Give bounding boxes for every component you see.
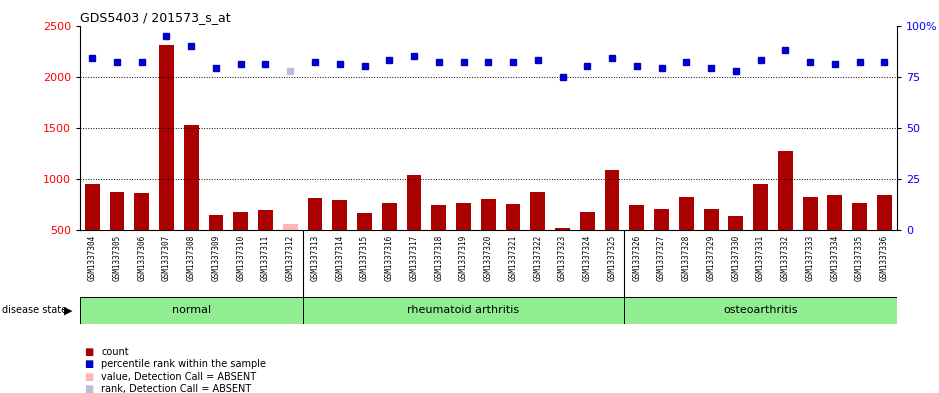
Bar bbox=[258, 211, 273, 230]
Text: GSM1337305: GSM1337305 bbox=[113, 235, 121, 281]
Text: GSM1337312: GSM1337312 bbox=[285, 235, 295, 281]
Text: GSM1337319: GSM1337319 bbox=[459, 235, 468, 281]
Bar bbox=[777, 151, 793, 230]
Bar bbox=[456, 203, 471, 230]
Bar bbox=[382, 203, 396, 230]
Text: disease state: disease state bbox=[2, 305, 67, 316]
Bar bbox=[283, 224, 298, 230]
Bar bbox=[481, 199, 496, 230]
Text: GSM1337336: GSM1337336 bbox=[880, 235, 889, 281]
Text: GSM1337330: GSM1337330 bbox=[731, 235, 740, 281]
Bar bbox=[431, 206, 446, 230]
Text: GSM1337314: GSM1337314 bbox=[335, 235, 345, 281]
Text: GSM1337311: GSM1337311 bbox=[261, 235, 270, 281]
Bar bbox=[729, 216, 744, 230]
Bar bbox=[531, 192, 546, 230]
Text: GSM1337310: GSM1337310 bbox=[237, 235, 245, 281]
Text: GSM1337317: GSM1337317 bbox=[409, 235, 419, 281]
Text: GSM1337318: GSM1337318 bbox=[434, 235, 443, 281]
Text: GSM1337315: GSM1337315 bbox=[360, 235, 369, 281]
Bar bbox=[580, 211, 594, 230]
Bar bbox=[308, 198, 322, 230]
Text: GSM1337304: GSM1337304 bbox=[87, 235, 97, 281]
Text: GSM1337307: GSM1337307 bbox=[162, 235, 171, 281]
Text: GSM1337332: GSM1337332 bbox=[781, 235, 790, 281]
Bar bbox=[654, 209, 669, 230]
Bar bbox=[233, 211, 248, 230]
Text: GDS5403 / 201573_s_at: GDS5403 / 201573_s_at bbox=[80, 11, 230, 24]
Text: GSM1337306: GSM1337306 bbox=[137, 235, 146, 281]
Bar bbox=[407, 175, 422, 230]
Text: GSM1337313: GSM1337313 bbox=[311, 235, 319, 281]
Bar bbox=[679, 197, 694, 230]
Text: rheumatoid arthritis: rheumatoid arthritis bbox=[408, 305, 519, 316]
Text: GSM1337328: GSM1337328 bbox=[682, 235, 691, 281]
Bar bbox=[208, 215, 223, 230]
Text: GSM1337333: GSM1337333 bbox=[806, 235, 815, 281]
Text: GSM1337320: GSM1337320 bbox=[484, 235, 493, 281]
Bar bbox=[134, 193, 149, 230]
Text: ■: ■ bbox=[85, 384, 94, 393]
Bar bbox=[703, 209, 718, 230]
Bar bbox=[110, 192, 124, 230]
Bar bbox=[505, 204, 520, 230]
Text: GSM1337325: GSM1337325 bbox=[608, 235, 617, 281]
Text: GSM1337322: GSM1337322 bbox=[533, 235, 543, 281]
Text: count: count bbox=[101, 347, 129, 357]
Text: ■: ■ bbox=[85, 359, 94, 369]
Bar bbox=[605, 170, 620, 230]
Bar bbox=[803, 197, 818, 230]
Text: GSM1337327: GSM1337327 bbox=[657, 235, 666, 281]
Text: GSM1337309: GSM1337309 bbox=[211, 235, 221, 281]
Text: GSM1337329: GSM1337329 bbox=[706, 235, 716, 281]
Bar bbox=[555, 228, 570, 230]
Bar bbox=[159, 45, 174, 230]
Text: GSM1337326: GSM1337326 bbox=[632, 235, 641, 281]
Bar bbox=[302, 297, 624, 324]
Bar bbox=[184, 125, 199, 230]
Text: GSM1337321: GSM1337321 bbox=[509, 235, 517, 281]
Text: GSM1337324: GSM1337324 bbox=[583, 235, 592, 281]
Bar bbox=[85, 184, 100, 230]
Text: rank, Detection Call = ABSENT: rank, Detection Call = ABSENT bbox=[101, 384, 252, 393]
Bar bbox=[332, 200, 347, 230]
Text: GSM1337334: GSM1337334 bbox=[830, 235, 839, 281]
Text: GSM1337323: GSM1337323 bbox=[558, 235, 567, 281]
Bar bbox=[80, 297, 302, 324]
Bar bbox=[624, 297, 897, 324]
Text: osteoarthritis: osteoarthritis bbox=[723, 305, 798, 316]
Text: ▶: ▶ bbox=[64, 305, 73, 316]
Bar bbox=[877, 195, 892, 230]
Text: GSM1337316: GSM1337316 bbox=[385, 235, 393, 281]
Bar bbox=[629, 206, 644, 230]
Text: GSM1337335: GSM1337335 bbox=[855, 235, 864, 281]
Text: percentile rank within the sample: percentile rank within the sample bbox=[101, 359, 267, 369]
Text: ■: ■ bbox=[85, 347, 94, 357]
Bar bbox=[827, 195, 842, 230]
Text: GSM1337308: GSM1337308 bbox=[187, 235, 195, 281]
Text: value, Detection Call = ABSENT: value, Detection Call = ABSENT bbox=[101, 372, 256, 382]
Bar bbox=[357, 213, 372, 230]
Bar bbox=[753, 184, 768, 230]
Text: GSM1337331: GSM1337331 bbox=[756, 235, 765, 281]
Text: normal: normal bbox=[172, 305, 210, 316]
Bar bbox=[853, 203, 867, 230]
Text: ■: ■ bbox=[85, 372, 94, 382]
